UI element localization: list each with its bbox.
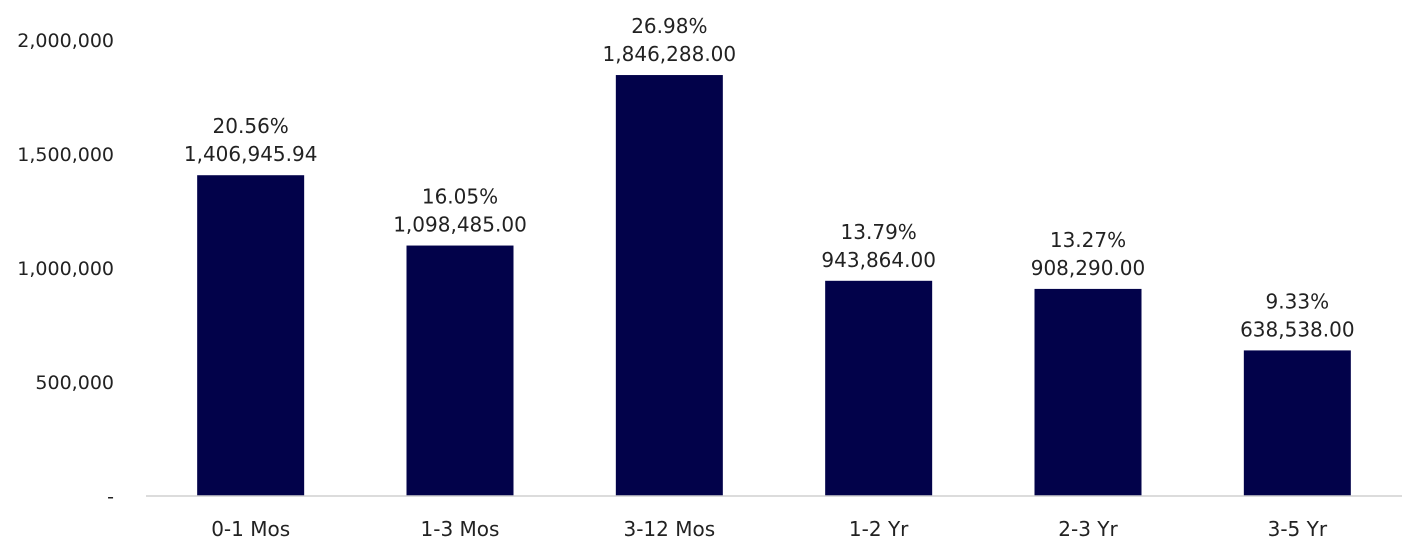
y-tick-label: 2,000,000: [17, 30, 114, 52]
x-tick-label: 2-3 Yr: [1058, 517, 1118, 541]
bar-percent-label: 26.98%: [631, 14, 707, 38]
y-tick-label: 1,500,000: [17, 144, 114, 166]
x-axis: 0-1 Mos 1-3 Mos 3-12 Mos 1-2 Yr 2-3 Yr 3-5 Yr: [146, 495, 1402, 541]
y-tick-label: -: [107, 486, 114, 508]
y-tick-label: 500,000: [35, 372, 114, 394]
bar-value-label: 943,864.00: [821, 248, 936, 272]
bar: [1034, 288, 1142, 496]
bar: [406, 245, 514, 496]
bar: [1243, 350, 1351, 496]
x-tick-label: 3-5 Yr: [1268, 517, 1328, 541]
bar-value-label: 638,538.00: [1240, 317, 1355, 341]
bar: [197, 175, 305, 497]
bar-percent-label: 13.79%: [841, 220, 917, 244]
x-tick-label: 1-2 Yr: [849, 517, 909, 541]
bar-value-label: 908,290.00: [1031, 256, 1146, 280]
bars: [197, 75, 1351, 497]
bar-percent-label: 20.56%: [213, 114, 289, 138]
bar-value-label: 1,098,485.00: [393, 213, 527, 237]
x-tick-label: 0-1 Mos: [211, 517, 290, 541]
bar-value-label: 1,406,945.94: [184, 142, 318, 166]
data-labels: 20.56% 1,406,945.94 16.05% 1,098,485.00 26.9…: [184, 14, 1355, 341]
x-tick-label: 1-3 Mos: [421, 517, 500, 541]
y-axis: - 500,000 1,000,000 1,500,000 2,000,000: [17, 30, 114, 508]
bar-percent-label: 16.05%: [422, 185, 498, 209]
y-tick-label: 1,000,000: [17, 258, 114, 280]
bar-percent-label: 9.33%: [1266, 289, 1330, 313]
bar-value-label: 1,846,288.00: [603, 42, 737, 66]
bar: [825, 280, 933, 496]
x-tick-label: 3-12 Mos: [623, 517, 715, 541]
bar: [615, 75, 723, 497]
bar-percent-label: 13.27%: [1050, 228, 1126, 252]
